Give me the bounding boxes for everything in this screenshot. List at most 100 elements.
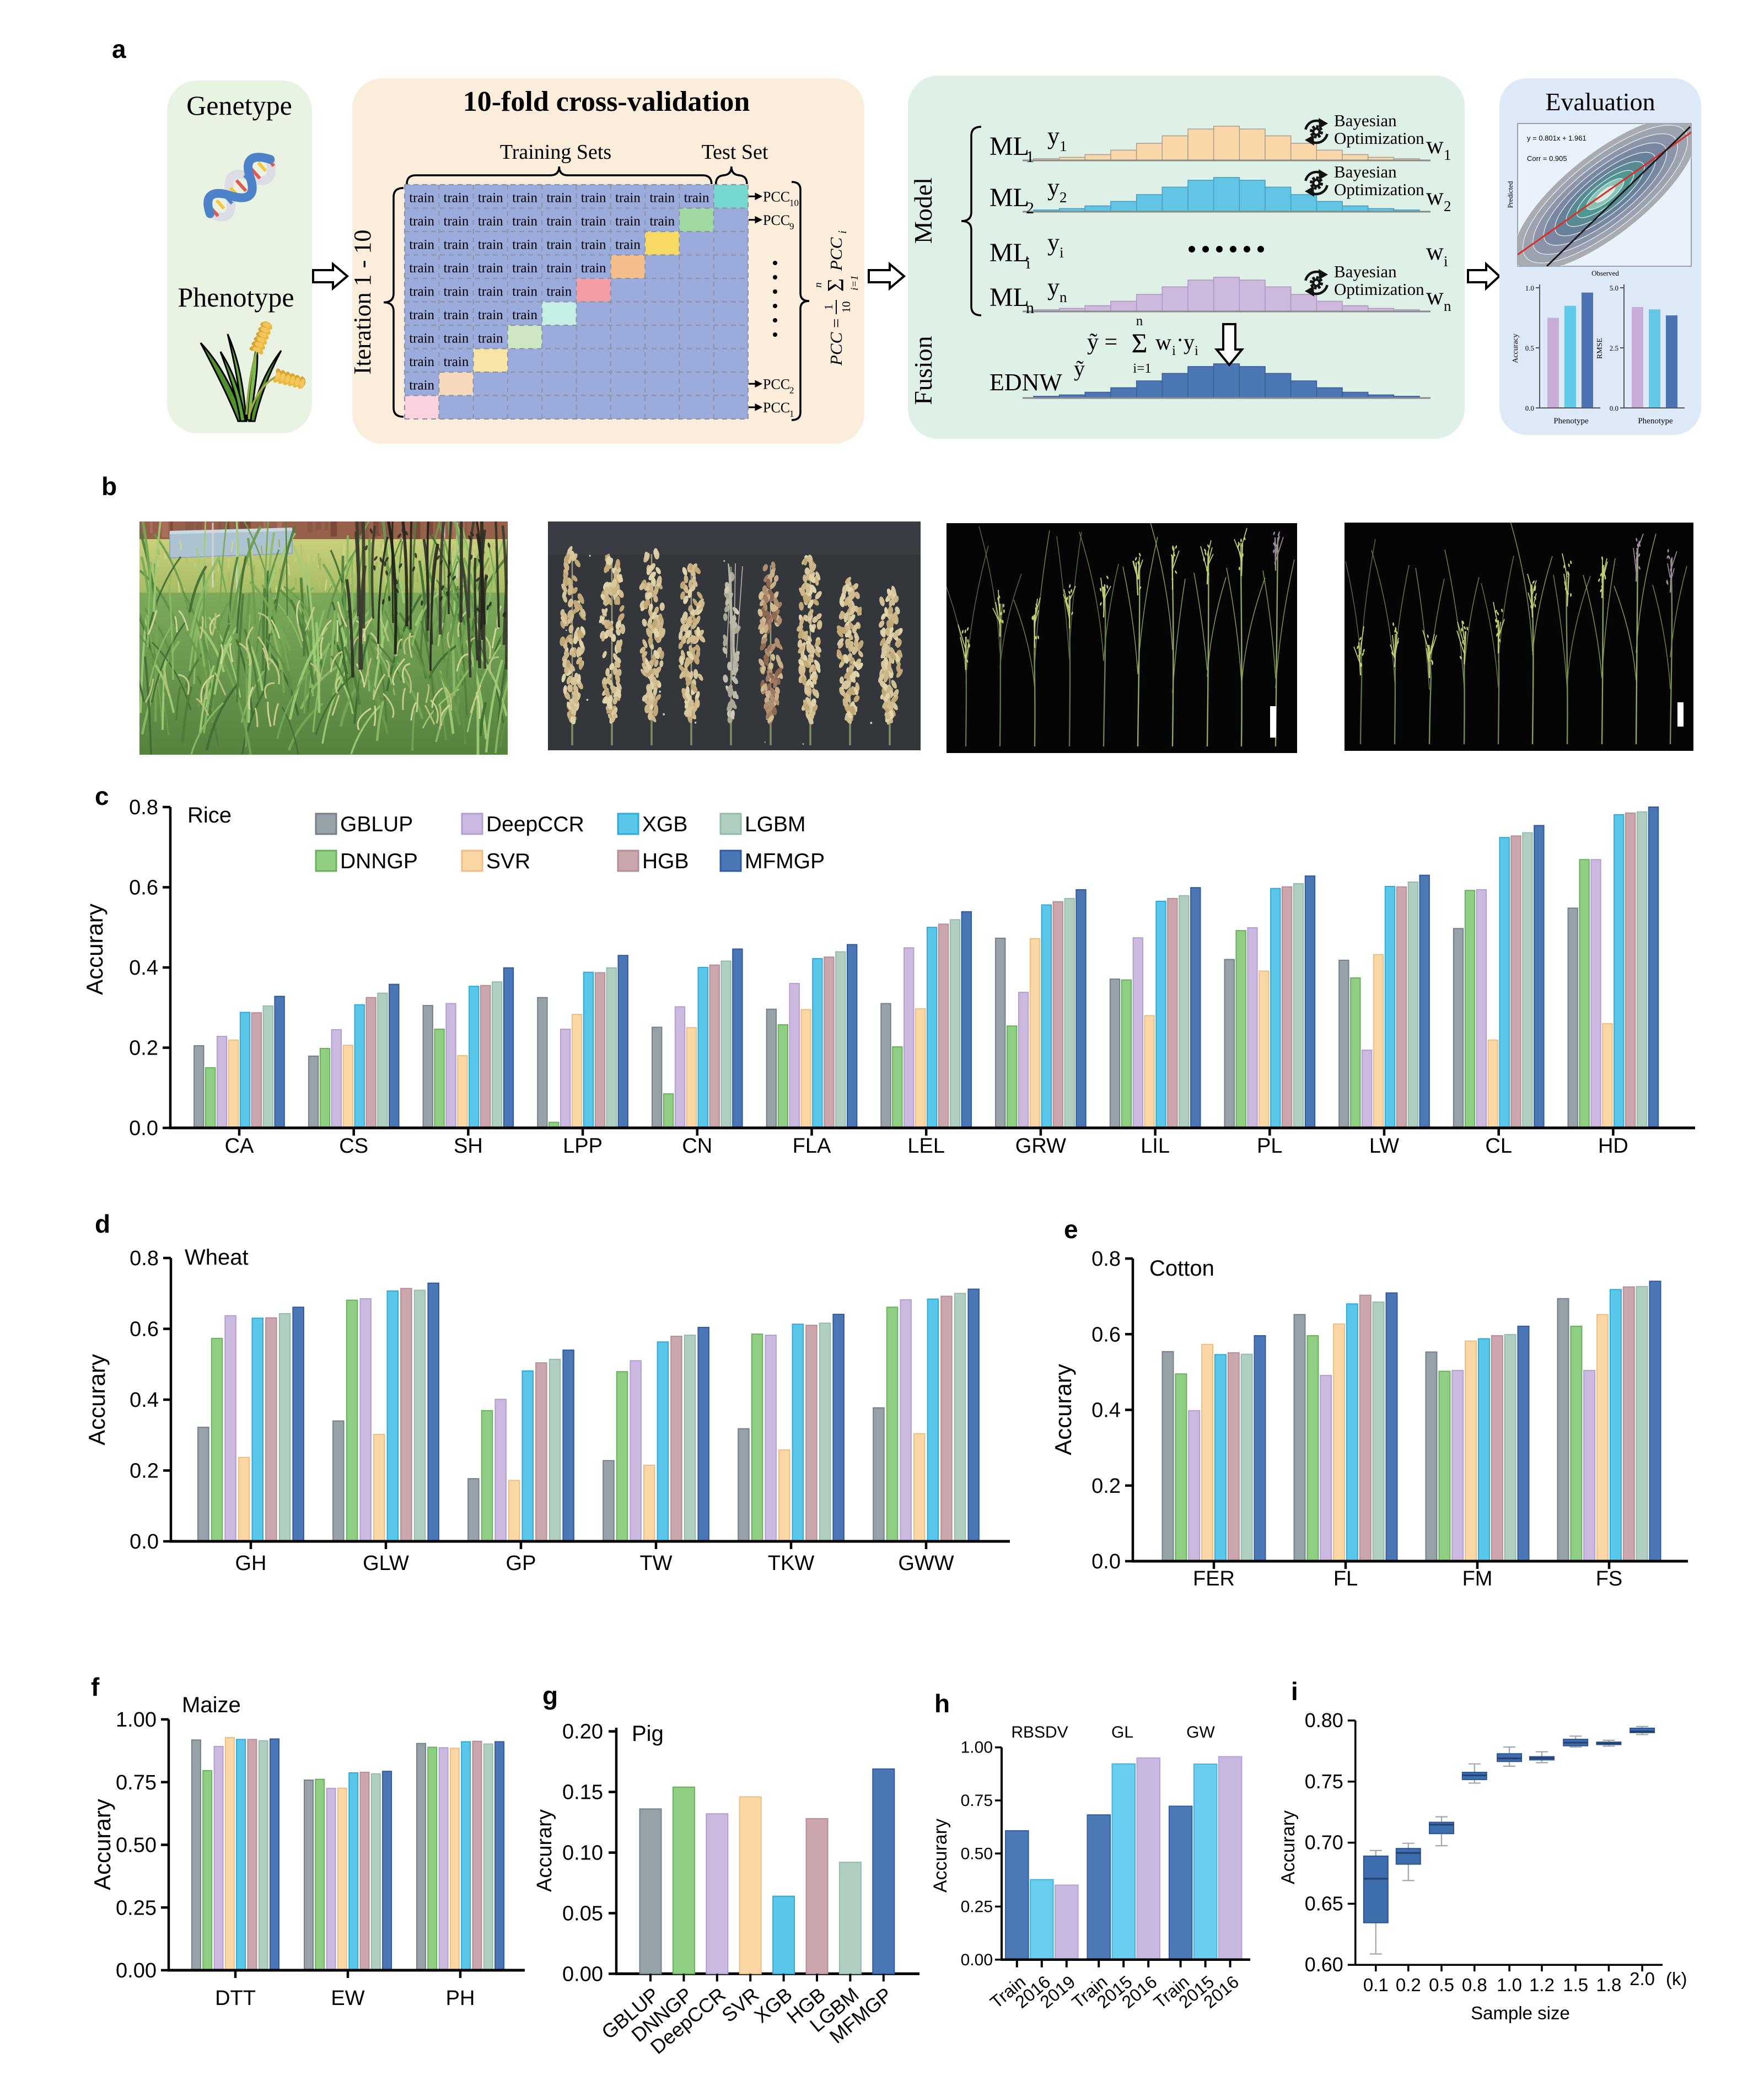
svg-text:Bayesian: Bayesian: [1334, 262, 1397, 281]
svg-text:GLW: GLW: [363, 1552, 409, 1575]
svg-text:=: =: [826, 319, 846, 328]
svg-text:train: train: [478, 214, 503, 229]
svg-text:train: train: [546, 190, 572, 205]
svg-text:0.50: 0.50: [116, 1834, 157, 1857]
svg-text:Rice: Rice: [187, 803, 232, 827]
svg-text:train: train: [409, 237, 434, 252]
svg-text:GRW: GRW: [1015, 1135, 1066, 1158]
svg-text:train: train: [546, 261, 572, 276]
svg-text:1.2: 1.2: [1529, 1975, 1555, 1995]
svg-text:PCC: PCC: [826, 237, 846, 271]
svg-text:train: train: [444, 261, 469, 276]
svg-text:Evaluation: Evaluation: [1545, 88, 1655, 116]
svg-text:n: n: [1060, 289, 1067, 305]
svg-text:2.0: 2.0: [1629, 1969, 1655, 1989]
svg-text:c: c: [95, 782, 109, 810]
svg-text:Predicted: Predicted: [1506, 181, 1514, 208]
svg-text:Phenotype: Phenotype: [178, 282, 294, 313]
svg-text:10: 10: [789, 197, 799, 208]
svg-text:y: y: [1047, 174, 1060, 201]
svg-text:h: h: [934, 1689, 950, 1718]
svg-text:CL: CL: [1485, 1135, 1512, 1158]
svg-text:0.5: 0.5: [1525, 344, 1534, 352]
svg-text:Wheat: Wheat: [185, 1245, 249, 1270]
svg-text:n: n: [1136, 314, 1143, 329]
svg-text:train: train: [512, 237, 537, 252]
svg-text:Σ: Σ: [824, 278, 849, 292]
svg-text:0.6: 0.6: [129, 877, 158, 900]
svg-text:i: i: [1195, 343, 1198, 358]
svg-text:0.2: 0.2: [130, 1460, 159, 1483]
svg-text:ỹ: ỹ: [1074, 356, 1085, 381]
svg-text:0.2: 0.2: [1396, 1975, 1421, 1995]
svg-text:0.1: 0.1: [1363, 1975, 1389, 1995]
svg-text:SH: SH: [454, 1135, 483, 1158]
svg-text:Accurary: Accurary: [89, 1799, 115, 1890]
svg-text:PCC: PCC: [763, 189, 790, 205]
svg-text:train: train: [444, 214, 469, 229]
svg-text:0.4: 0.4: [129, 956, 158, 980]
svg-text:PCC: PCC: [763, 212, 790, 228]
svg-text:train: train: [409, 354, 434, 369]
svg-text:train: train: [478, 237, 503, 252]
svg-text:0.75: 0.75: [116, 1771, 157, 1794]
svg-text:train: train: [581, 237, 606, 252]
svg-text:0.00: 0.00: [562, 1963, 603, 1986]
svg-text:train: train: [444, 284, 469, 299]
svg-text:Fusion: Fusion: [909, 336, 937, 405]
svg-text:Accurary: Accurary: [84, 1354, 110, 1445]
svg-text:Σ: Σ: [1131, 327, 1147, 358]
svg-text:train: train: [409, 284, 434, 299]
svg-text:PCC: PCC: [826, 332, 846, 366]
svg-text:train: train: [409, 308, 434, 322]
svg-text:train: train: [546, 237, 572, 252]
svg-text:GBLUP: GBLUP: [340, 813, 413, 836]
svg-text:CS: CS: [339, 1135, 368, 1158]
svg-text:0.4: 0.4: [1091, 1399, 1121, 1422]
svg-text:train: train: [444, 237, 469, 252]
svg-text:Bayesian: Bayesian: [1334, 111, 1397, 130]
svg-text:y: y: [1047, 229, 1060, 256]
svg-text:Genetype: Genetype: [186, 90, 292, 121]
svg-text:n: n: [813, 282, 824, 288]
svg-text:w: w: [1155, 330, 1171, 354]
svg-text:i: i: [1291, 1677, 1298, 1706]
svg-text:EDNW: EDNW: [989, 369, 1062, 396]
svg-text:e: e: [1064, 1215, 1078, 1244]
svg-text:0.4: 0.4: [130, 1389, 159, 1412]
svg-text:GP: GP: [506, 1552, 536, 1575]
svg-text:train: train: [478, 308, 503, 322]
svg-text:train: train: [581, 214, 606, 229]
svg-text:10: 10: [840, 302, 853, 313]
svg-text:PCC: PCC: [763, 376, 790, 392]
svg-text:DNNGP: DNNGP: [340, 850, 418, 873]
svg-text:GWW: GWW: [898, 1552, 954, 1575]
svg-text:train: train: [581, 190, 606, 205]
svg-text:Phenotype: Phenotype: [1638, 417, 1673, 426]
svg-text:TKW: TKW: [768, 1552, 815, 1575]
svg-text:LEL: LEL: [907, 1135, 945, 1158]
svg-text:1.00: 1.00: [116, 1708, 157, 1732]
svg-text:0.8: 0.8: [1091, 1248, 1121, 1271]
svg-text:train: train: [581, 261, 606, 276]
svg-text:(k): (k): [1666, 1969, 1687, 1989]
svg-text:Corr = 0.905: Corr = 0.905: [1527, 154, 1567, 163]
svg-text:i: i: [1172, 343, 1176, 358]
svg-text:0.0: 0.0: [129, 1117, 158, 1140]
svg-text:Pig: Pig: [632, 1722, 664, 1746]
svg-text:0.00: 0.00: [961, 1951, 993, 1969]
svg-text:train: train: [684, 190, 709, 205]
svg-text:LIL: LIL: [1141, 1135, 1170, 1158]
svg-text:DeepCCR: DeepCCR: [486, 813, 584, 836]
svg-text:Optimization: Optimization: [1334, 279, 1424, 299]
svg-text:i: i: [836, 230, 849, 234]
svg-text:FS: FS: [1596, 1567, 1623, 1590]
svg-text:Model: Model: [909, 178, 937, 244]
svg-text:ML: ML: [989, 238, 1029, 267]
svg-text:2: 2: [1060, 189, 1067, 206]
svg-text:TW: TW: [639, 1552, 672, 1575]
svg-text:0.70: 0.70: [1305, 1831, 1343, 1854]
svg-text:w: w: [1426, 132, 1444, 159]
svg-text:RBSDV: RBSDV: [1011, 1723, 1068, 1741]
svg-text:DTT: DTT: [215, 1987, 256, 2010]
